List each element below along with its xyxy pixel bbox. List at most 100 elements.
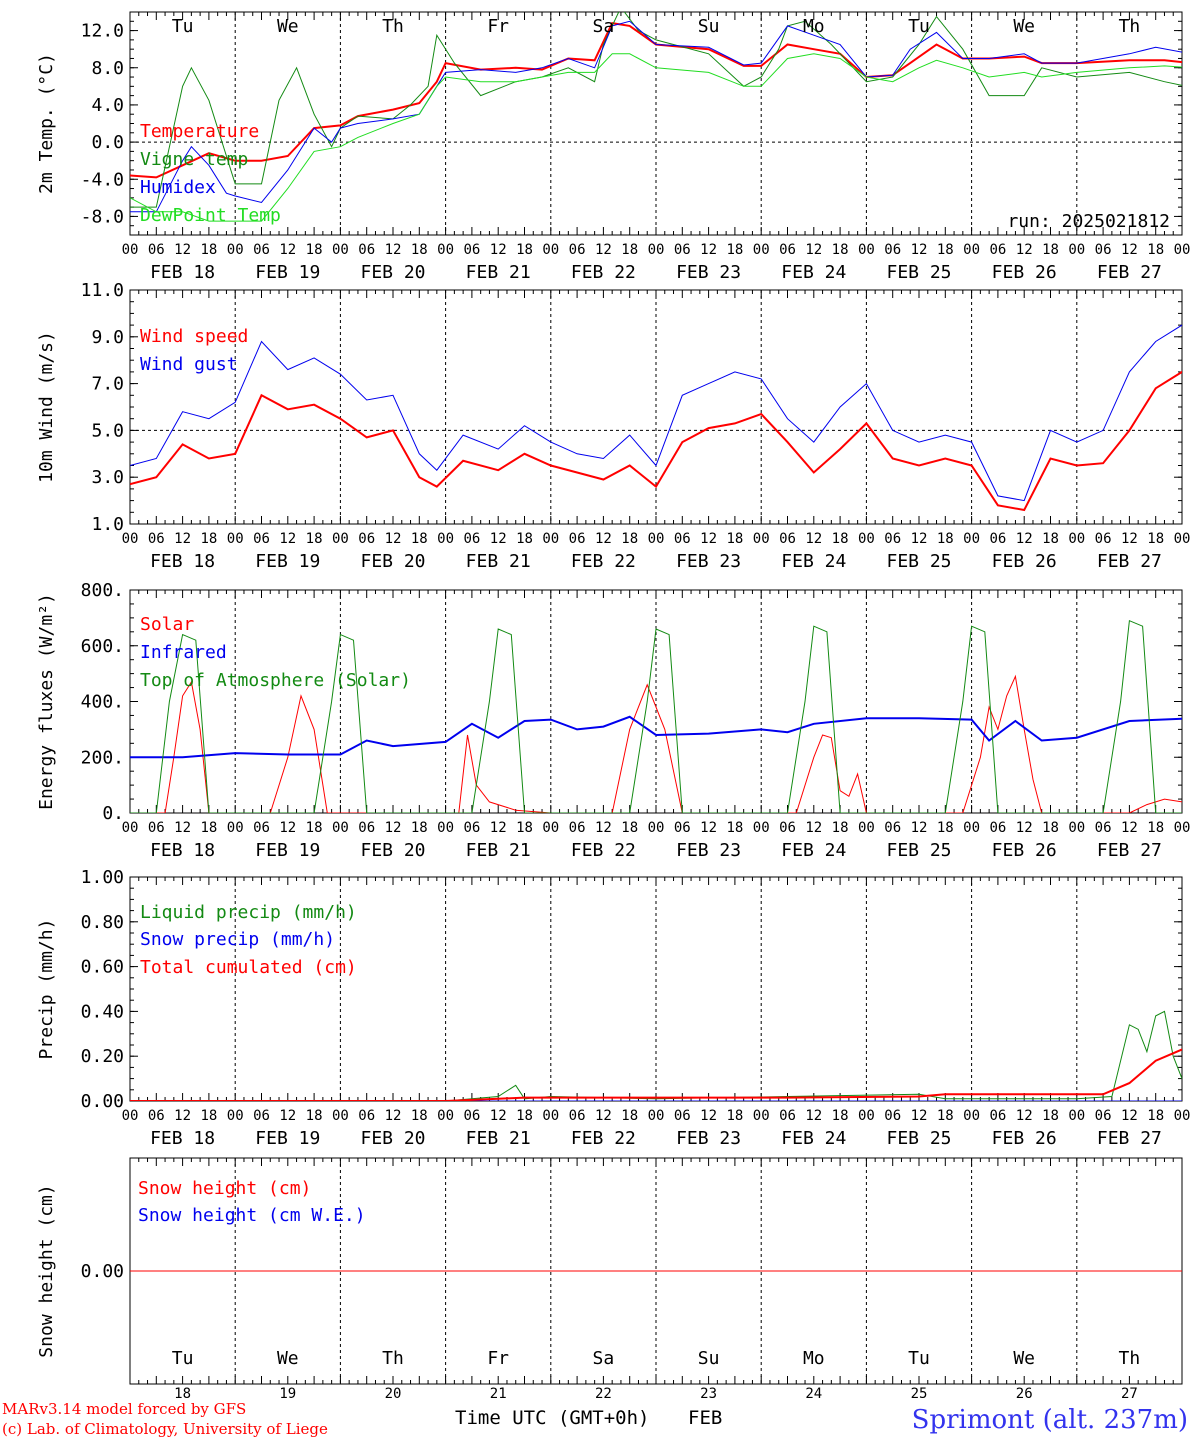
y-tick-label: 1.0	[91, 514, 124, 535]
hour-tick-label: 06	[253, 1108, 270, 1124]
y-tick-label: 200.	[81, 747, 124, 768]
hour-tick-label: 12	[1016, 1108, 1033, 1124]
day-number-label: 24	[805, 1386, 822, 1402]
xaxis-title: Time UTC (GMT+0h)	[455, 1407, 649, 1429]
hour-tick-label: 12	[700, 531, 717, 547]
series-temperature	[130, 21, 1182, 179]
hour-tick-label: 00	[437, 1108, 454, 1124]
date-label: FEB 26	[992, 1128, 1057, 1149]
hour-tick-label: 06	[463, 820, 480, 836]
day-of-week-label: Tu	[908, 16, 930, 37]
y-tick-label: 0.40	[81, 1001, 124, 1022]
date-label: FEB 24	[781, 551, 846, 572]
hour-tick-label: 06	[989, 242, 1006, 258]
y-axis-label: 10m Wind (m/s)	[36, 331, 57, 483]
hour-tick-label: 18	[726, 1108, 743, 1124]
hour-tick-label: 18	[1042, 820, 1059, 836]
hour-tick-label: 18	[621, 820, 638, 836]
hour-tick-label: 18	[516, 820, 533, 836]
hour-tick-label: 00	[227, 242, 244, 258]
date-label: FEB 22	[571, 551, 636, 572]
date-label: FEB 25	[886, 551, 951, 572]
hour-tick-label: 06	[1095, 1108, 1112, 1124]
date-label: FEB 25	[886, 262, 951, 283]
y-tick-label: -8.0	[81, 206, 124, 227]
series-top-of-atmosphere-solar-	[130, 619, 1182, 813]
hour-tick-label: 00	[332, 820, 349, 836]
hour-tick-label: 12	[490, 1108, 507, 1124]
hour-tick-label: 18	[621, 531, 638, 547]
hour-tick-label: 12	[911, 531, 928, 547]
hour-tick-label: 18	[832, 242, 849, 258]
hour-tick-label: 18	[832, 531, 849, 547]
day-of-week-label: Mo	[803, 16, 825, 37]
hour-tick-label: 06	[253, 242, 270, 258]
hour-tick-label: 06	[358, 1108, 375, 1124]
hour-tick-label: 06	[358, 820, 375, 836]
legend-entry: Snow height (cm)	[138, 1178, 311, 1199]
day-of-week-label: We	[277, 16, 299, 37]
y-axis-label: Snow height (cm)	[36, 1184, 57, 1357]
date-label: FEB 27	[1097, 262, 1162, 283]
hour-tick-label: 18	[306, 531, 323, 547]
hour-tick-label: 06	[569, 531, 586, 547]
y-tick-label: 0.00	[81, 1091, 124, 1112]
hour-tick-label: 18	[411, 531, 428, 547]
hour-tick-label: 18	[726, 242, 743, 258]
y-tick-label: 11.0	[81, 280, 124, 301]
series-vigne-temp	[130, 12, 1182, 208]
hour-tick-label: 12	[595, 242, 612, 258]
hour-tick-label: 06	[253, 531, 270, 547]
hour-tick-label: 00	[542, 531, 559, 547]
day-number-label: 18	[174, 1386, 191, 1402]
chart-footer: MARv3.14 model forced by GFS (c) Lab. of…	[2, 1400, 1188, 1438]
hour-tick-label: 12	[805, 242, 822, 258]
day-number-label: 25	[911, 1386, 928, 1402]
hour-tick-label: 18	[937, 242, 954, 258]
plot-frame	[129, 589, 1183, 814]
hour-tick-label: 06	[358, 531, 375, 547]
hour-tick-label: 12	[1121, 820, 1138, 836]
hour-tick-label: 00	[1174, 531, 1191, 547]
hour-tick-label: 18	[1147, 820, 1164, 836]
hour-tick-label: 12	[174, 820, 191, 836]
legend-entry: Infrared	[140, 642, 227, 663]
date-label: FEB 23	[676, 262, 741, 283]
hour-tick-label: 18	[516, 242, 533, 258]
hour-tick-label: 12	[490, 820, 507, 836]
hour-tick-label: 12	[174, 242, 191, 258]
y-tick-label: 4.0	[91, 95, 124, 116]
hour-tick-label: 18	[937, 531, 954, 547]
hour-tick-label: 00	[753, 242, 770, 258]
date-label: FEB 21	[466, 840, 531, 861]
date-label: FEB 24	[781, 840, 846, 861]
legend-entry: Humidex	[140, 177, 216, 198]
hour-tick-label: 18	[200, 531, 217, 547]
hour-tick-label: 00	[437, 242, 454, 258]
hour-tick-label: 06	[1095, 820, 1112, 836]
day-number-label: 26	[1016, 1386, 1033, 1402]
hour-tick-label: 00	[437, 531, 454, 547]
hour-tick-label: 12	[595, 1108, 612, 1124]
hour-tick-label: 06	[989, 531, 1006, 547]
y-tick-label: 0.00	[81, 1261, 124, 1282]
hour-tick-label: 00	[648, 820, 665, 836]
hour-tick-label: 18	[621, 1108, 638, 1124]
hour-tick-label: 00	[1068, 820, 1085, 836]
date-label: FEB 20	[360, 1128, 425, 1149]
hour-tick-label: 00	[963, 242, 980, 258]
hour-tick-label: 00	[542, 1108, 559, 1124]
date-label: FEB 19	[255, 551, 320, 572]
date-label: FEB 23	[676, 840, 741, 861]
date-label: FEB 25	[886, 840, 951, 861]
run-annotation: run: 2025021812	[1007, 211, 1170, 232]
hour-tick-label: 06	[148, 242, 165, 258]
day-of-week-label: We	[1013, 1348, 1035, 1369]
hour-tick-label: 18	[1147, 531, 1164, 547]
day-of-week-label: Th	[382, 1348, 404, 1369]
date-label: FEB 19	[255, 262, 320, 283]
hour-tick-label: 12	[279, 1108, 296, 1124]
panel-4: 0.00 0.20 0.40 0.60 0.80 1.00 Precip (mm/h) Liq…	[36, 867, 1190, 1149]
hour-tick-label: 06	[674, 1108, 691, 1124]
date-label: FEB 22	[571, 840, 636, 861]
